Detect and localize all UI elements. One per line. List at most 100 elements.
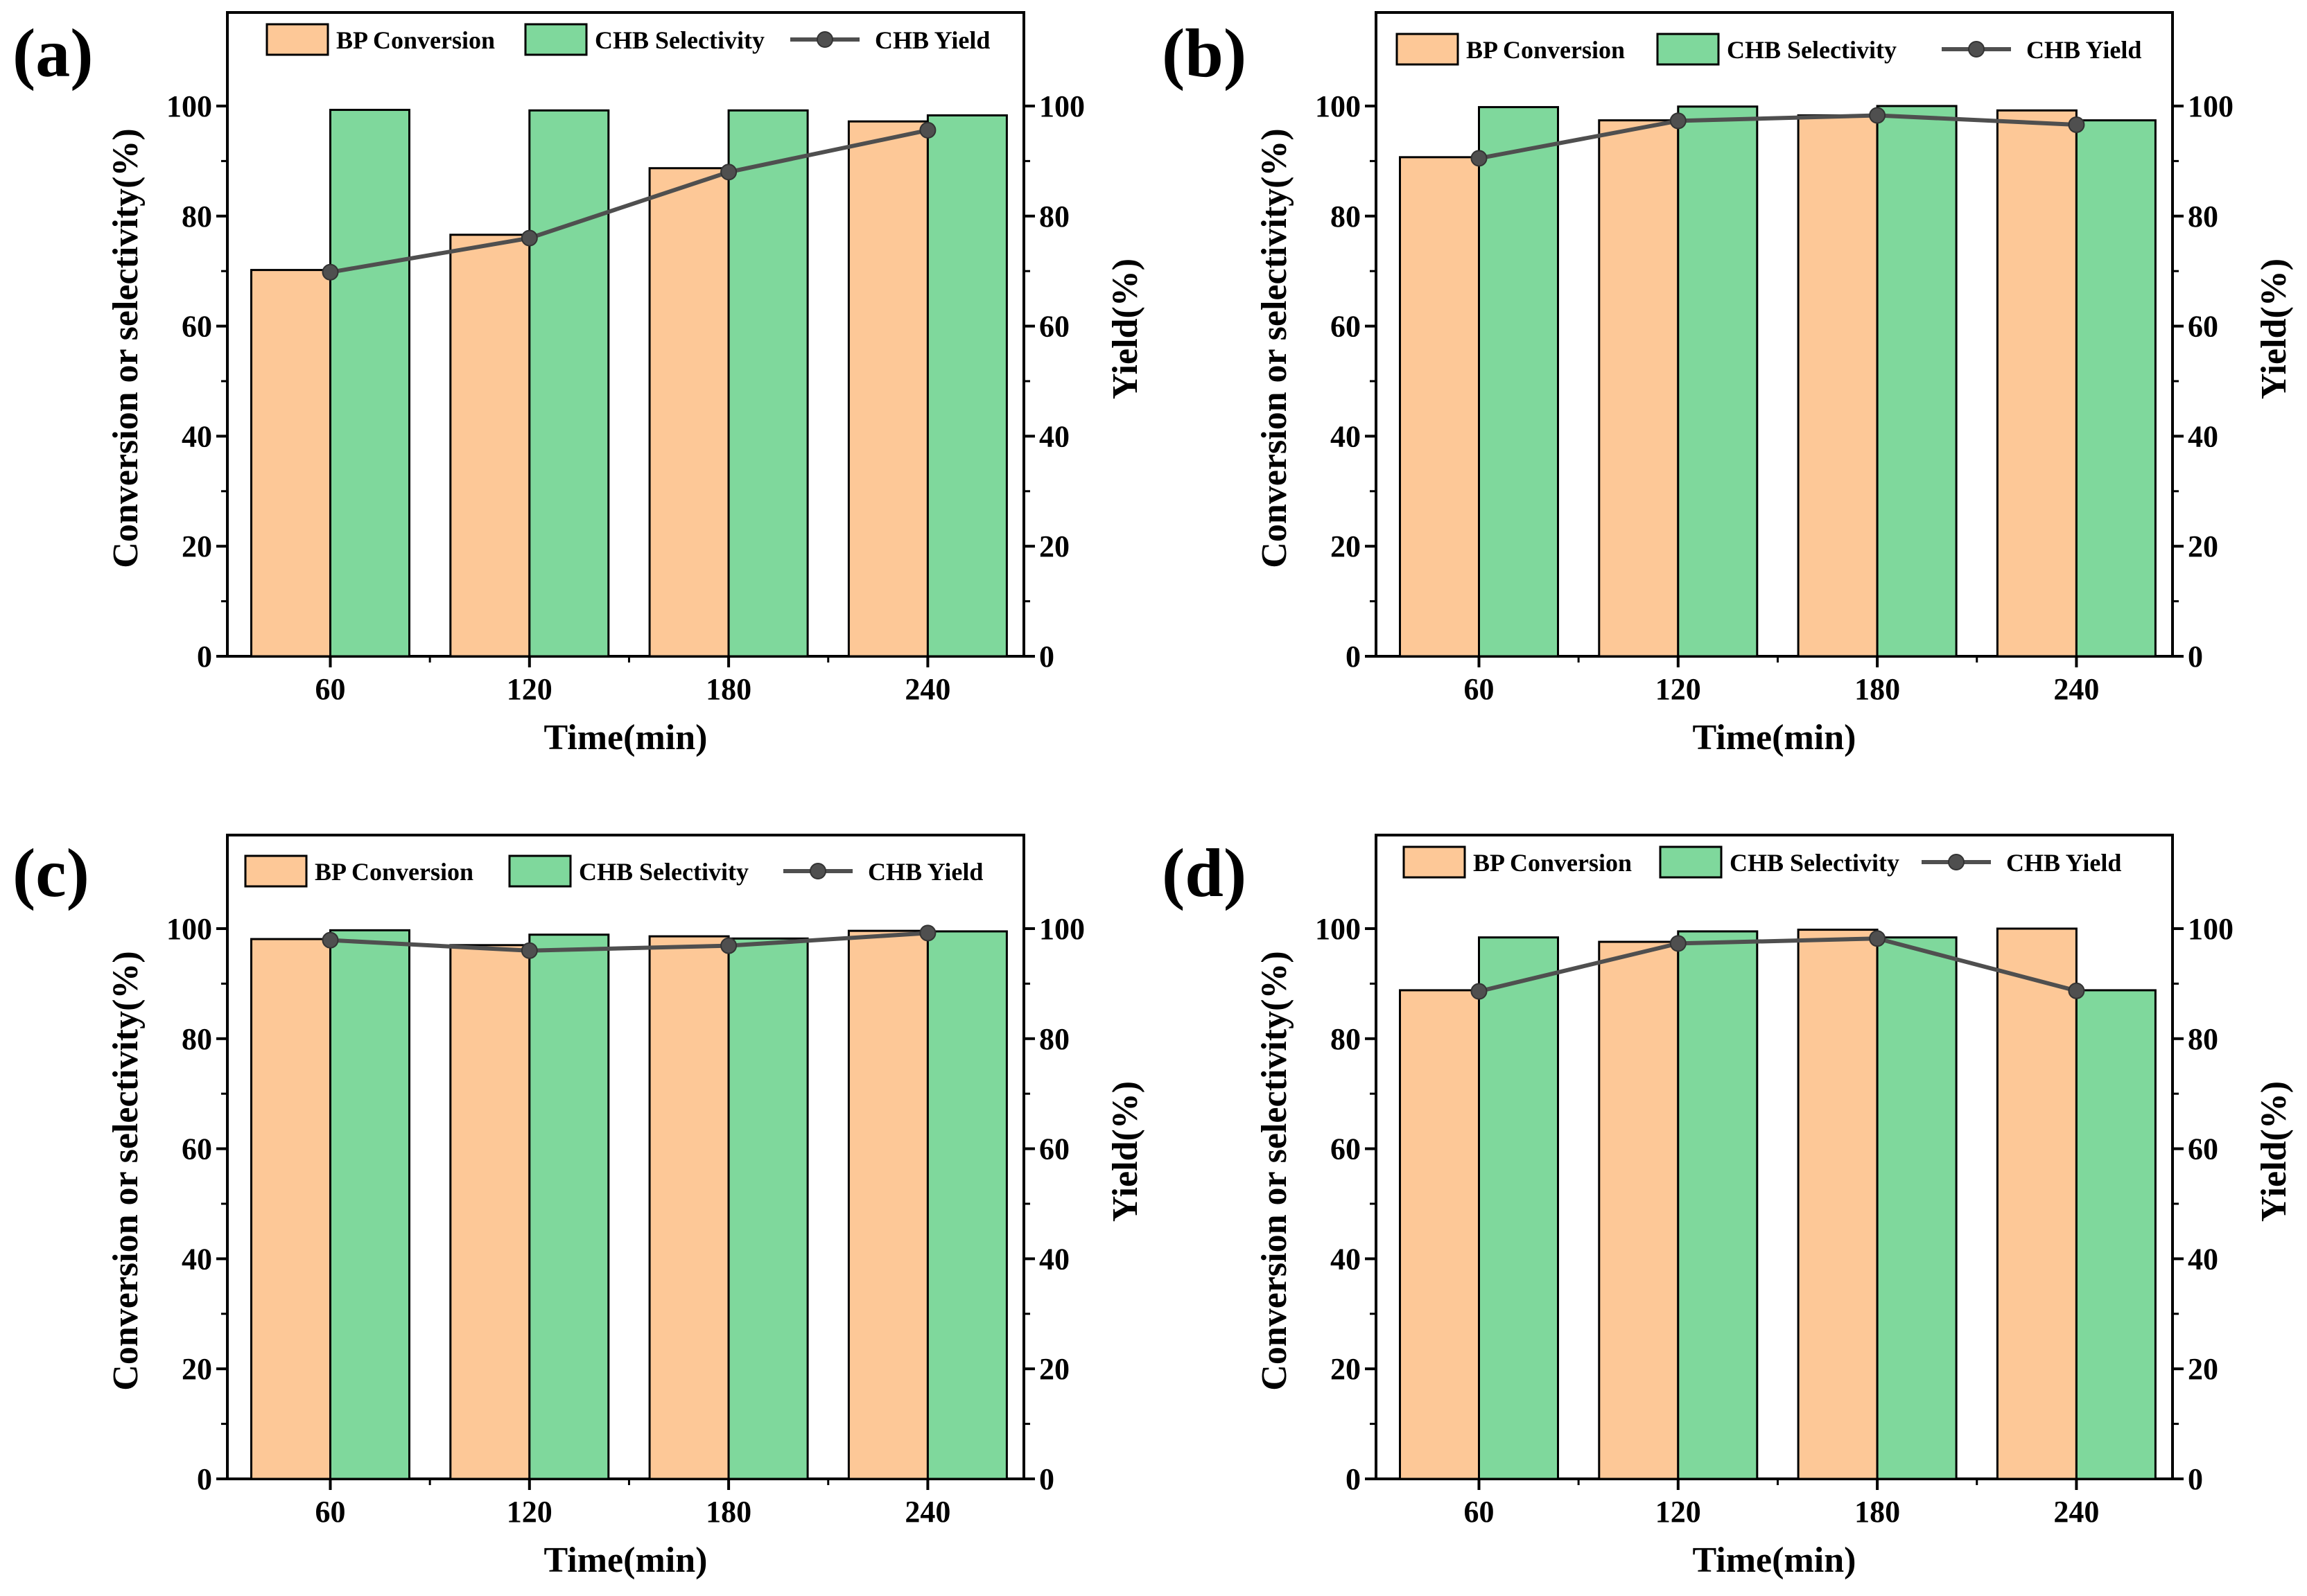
- x-tick-label: 120: [1655, 1495, 1701, 1529]
- bar-chb-selectivity: [2075, 119, 2157, 658]
- plot-frame: [1375, 834, 2174, 1480]
- y-tick-label: 100: [166, 912, 212, 946]
- legend-label: CHB Yield: [2026, 36, 2141, 64]
- bar-bp-conversion: [1399, 156, 1480, 658]
- y-tick-label: 40: [1330, 1242, 1361, 1276]
- y2-tick-label: 60: [1039, 310, 1070, 344]
- bar-chb-selectivity: [1478, 936, 1559, 1480]
- x-axis-title: Time(min): [544, 1541, 708, 1580]
- yield-point: [2068, 116, 2085, 133]
- yield-line: [1478, 936, 2078, 994]
- y-tick-label: 80: [1330, 200, 1361, 234]
- yield-point: [1669, 112, 1687, 130]
- bar-chb-selectivity: [1478, 106, 1559, 658]
- y-tick-label: 0: [1346, 640, 1361, 674]
- legend-swatch: [1395, 33, 1459, 66]
- y2-tick-label: 100: [2188, 912, 2234, 946]
- legend-label: BP Conversion: [1473, 849, 1632, 877]
- yield-point: [720, 164, 738, 181]
- chart-panel-1: 0 20 40 60 80 100 0 20 40 60 80 100 60 120 180 240 Time(…: [106, 11, 1145, 757]
- yield-point: [919, 924, 937, 942]
- chart-panel-4: 0 20 40 60 80 100 0 20 40 60 80 100 60 120 180 240 Time(…: [1255, 834, 2294, 1580]
- x-tick-label: 60: [1464, 672, 1495, 706]
- plot-frame: [226, 834, 1025, 1480]
- yield-point: [521, 942, 538, 959]
- y-axis-title: Conversion or selectivity(%): [106, 951, 146, 1390]
- y2-tick-label: 0: [2188, 1462, 2203, 1496]
- yield-point: [1869, 107, 1886, 124]
- chart-panel-2: 0 20 40 60 80 100 0 20 40 60 80 100 60 120 180 240 Time(…: [1255, 11, 2294, 757]
- plot-frame: [1375, 11, 2174, 658]
- y2-tick-label: 20: [1039, 529, 1070, 563]
- legend-label: CHB Selectivity: [579, 858, 749, 886]
- panel-label: (d): [1162, 834, 1246, 911]
- legend-swatch: [265, 23, 329, 56]
- y-axis-title: Conversion or selectivity(%): [1255, 951, 1294, 1390]
- yield-point: [1669, 935, 1687, 952]
- y-tick-label: 80: [182, 200, 212, 234]
- panel-label: (b): [1162, 15, 1246, 91]
- bar-chb-selectivity: [1677, 105, 1759, 658]
- bar-bp-conversion: [1399, 989, 1480, 1480]
- y2-tick-label: 40: [2188, 1242, 2218, 1276]
- y2-tick-label: 80: [1039, 200, 1070, 234]
- y-tick-label: 20: [1330, 529, 1361, 563]
- panel-label: (a): [12, 15, 94, 91]
- legend-label: CHB Selectivity: [1730, 849, 1899, 877]
- y-tick-label: 60: [182, 1132, 212, 1166]
- y2-tick-label: 0: [1039, 640, 1054, 674]
- yield-point: [322, 931, 339, 949]
- y2-tick-label: 20: [2188, 529, 2218, 563]
- chart-panel-3: 0 20 40 60 80 100 0 20 40 60 80 100 60 120 180 240 Time(…: [106, 834, 1145, 1580]
- x-tick-label: 240: [2053, 672, 2099, 706]
- bar-bp-conversion: [1797, 114, 1879, 658]
- x-tick-label: 120: [507, 1495, 552, 1529]
- yield-point: [1470, 983, 1488, 1000]
- y-tick-label: 60: [182, 310, 212, 344]
- y-tick-label: 100: [1315, 89, 1361, 123]
- yield-point: [1470, 150, 1488, 167]
- bar-bp-conversion: [1598, 119, 1680, 658]
- y-tick-label: 20: [182, 1352, 212, 1386]
- yield-line: [329, 128, 929, 274]
- legend-swatch: [524, 23, 588, 56]
- y2-tick-label: 0: [2188, 640, 2203, 674]
- bar-chb-selectivity: [1876, 936, 1958, 1480]
- y2-axis-title: Yield(%): [1106, 1081, 1145, 1222]
- y2-tick-label: 60: [2188, 310, 2218, 344]
- yield-point: [322, 263, 339, 281]
- yield-point: [919, 121, 937, 139]
- bar-bp-conversion: [449, 234, 531, 658]
- y2-tick-label: 100: [1039, 89, 1085, 123]
- bar-chb-selectivity: [1876, 105, 1958, 658]
- yield-point: [1869, 930, 1886, 947]
- y-tick-label: 40: [182, 1242, 212, 1276]
- y-tick-label: 80: [1330, 1022, 1361, 1056]
- legend-label: CHB Selectivity: [1727, 36, 1897, 64]
- y2-tick-label: 40: [1039, 419, 1070, 453]
- x-axis-title: Time(min): [1693, 718, 1856, 757]
- bar-chb-selectivity: [329, 929, 410, 1480]
- y-tick-label: 0: [197, 640, 212, 674]
- y2-tick-label: 80: [2188, 1022, 2218, 1056]
- y-tick-label: 0: [197, 1462, 212, 1496]
- bar-bp-conversion: [250, 938, 331, 1480]
- x-tick-label: 180: [706, 1495, 751, 1529]
- bar-chb-selectivity: [926, 930, 1008, 1480]
- y-tick-label: 20: [1330, 1352, 1361, 1386]
- yield-point: [720, 937, 738, 954]
- y2-tick-label: 20: [2188, 1352, 2218, 1386]
- x-tick-label: 180: [1854, 672, 1900, 706]
- x-tick-label: 240: [2053, 1495, 2099, 1529]
- legend-label: CHB Yield: [2006, 849, 2121, 877]
- y-tick-label: 100: [1315, 912, 1361, 946]
- y2-tick-label: 20: [1039, 1352, 1070, 1386]
- x-tick-label: 60: [315, 672, 346, 706]
- bar-bp-conversion: [1996, 109, 2078, 658]
- y2-tick-label: 40: [2188, 419, 2218, 453]
- y-tick-label: 60: [1330, 310, 1361, 344]
- y2-tick-label: 0: [1039, 1462, 1054, 1496]
- y2-tick-label: 60: [1039, 1132, 1070, 1166]
- y2-axis-title: Yield(%): [2254, 258, 2294, 399]
